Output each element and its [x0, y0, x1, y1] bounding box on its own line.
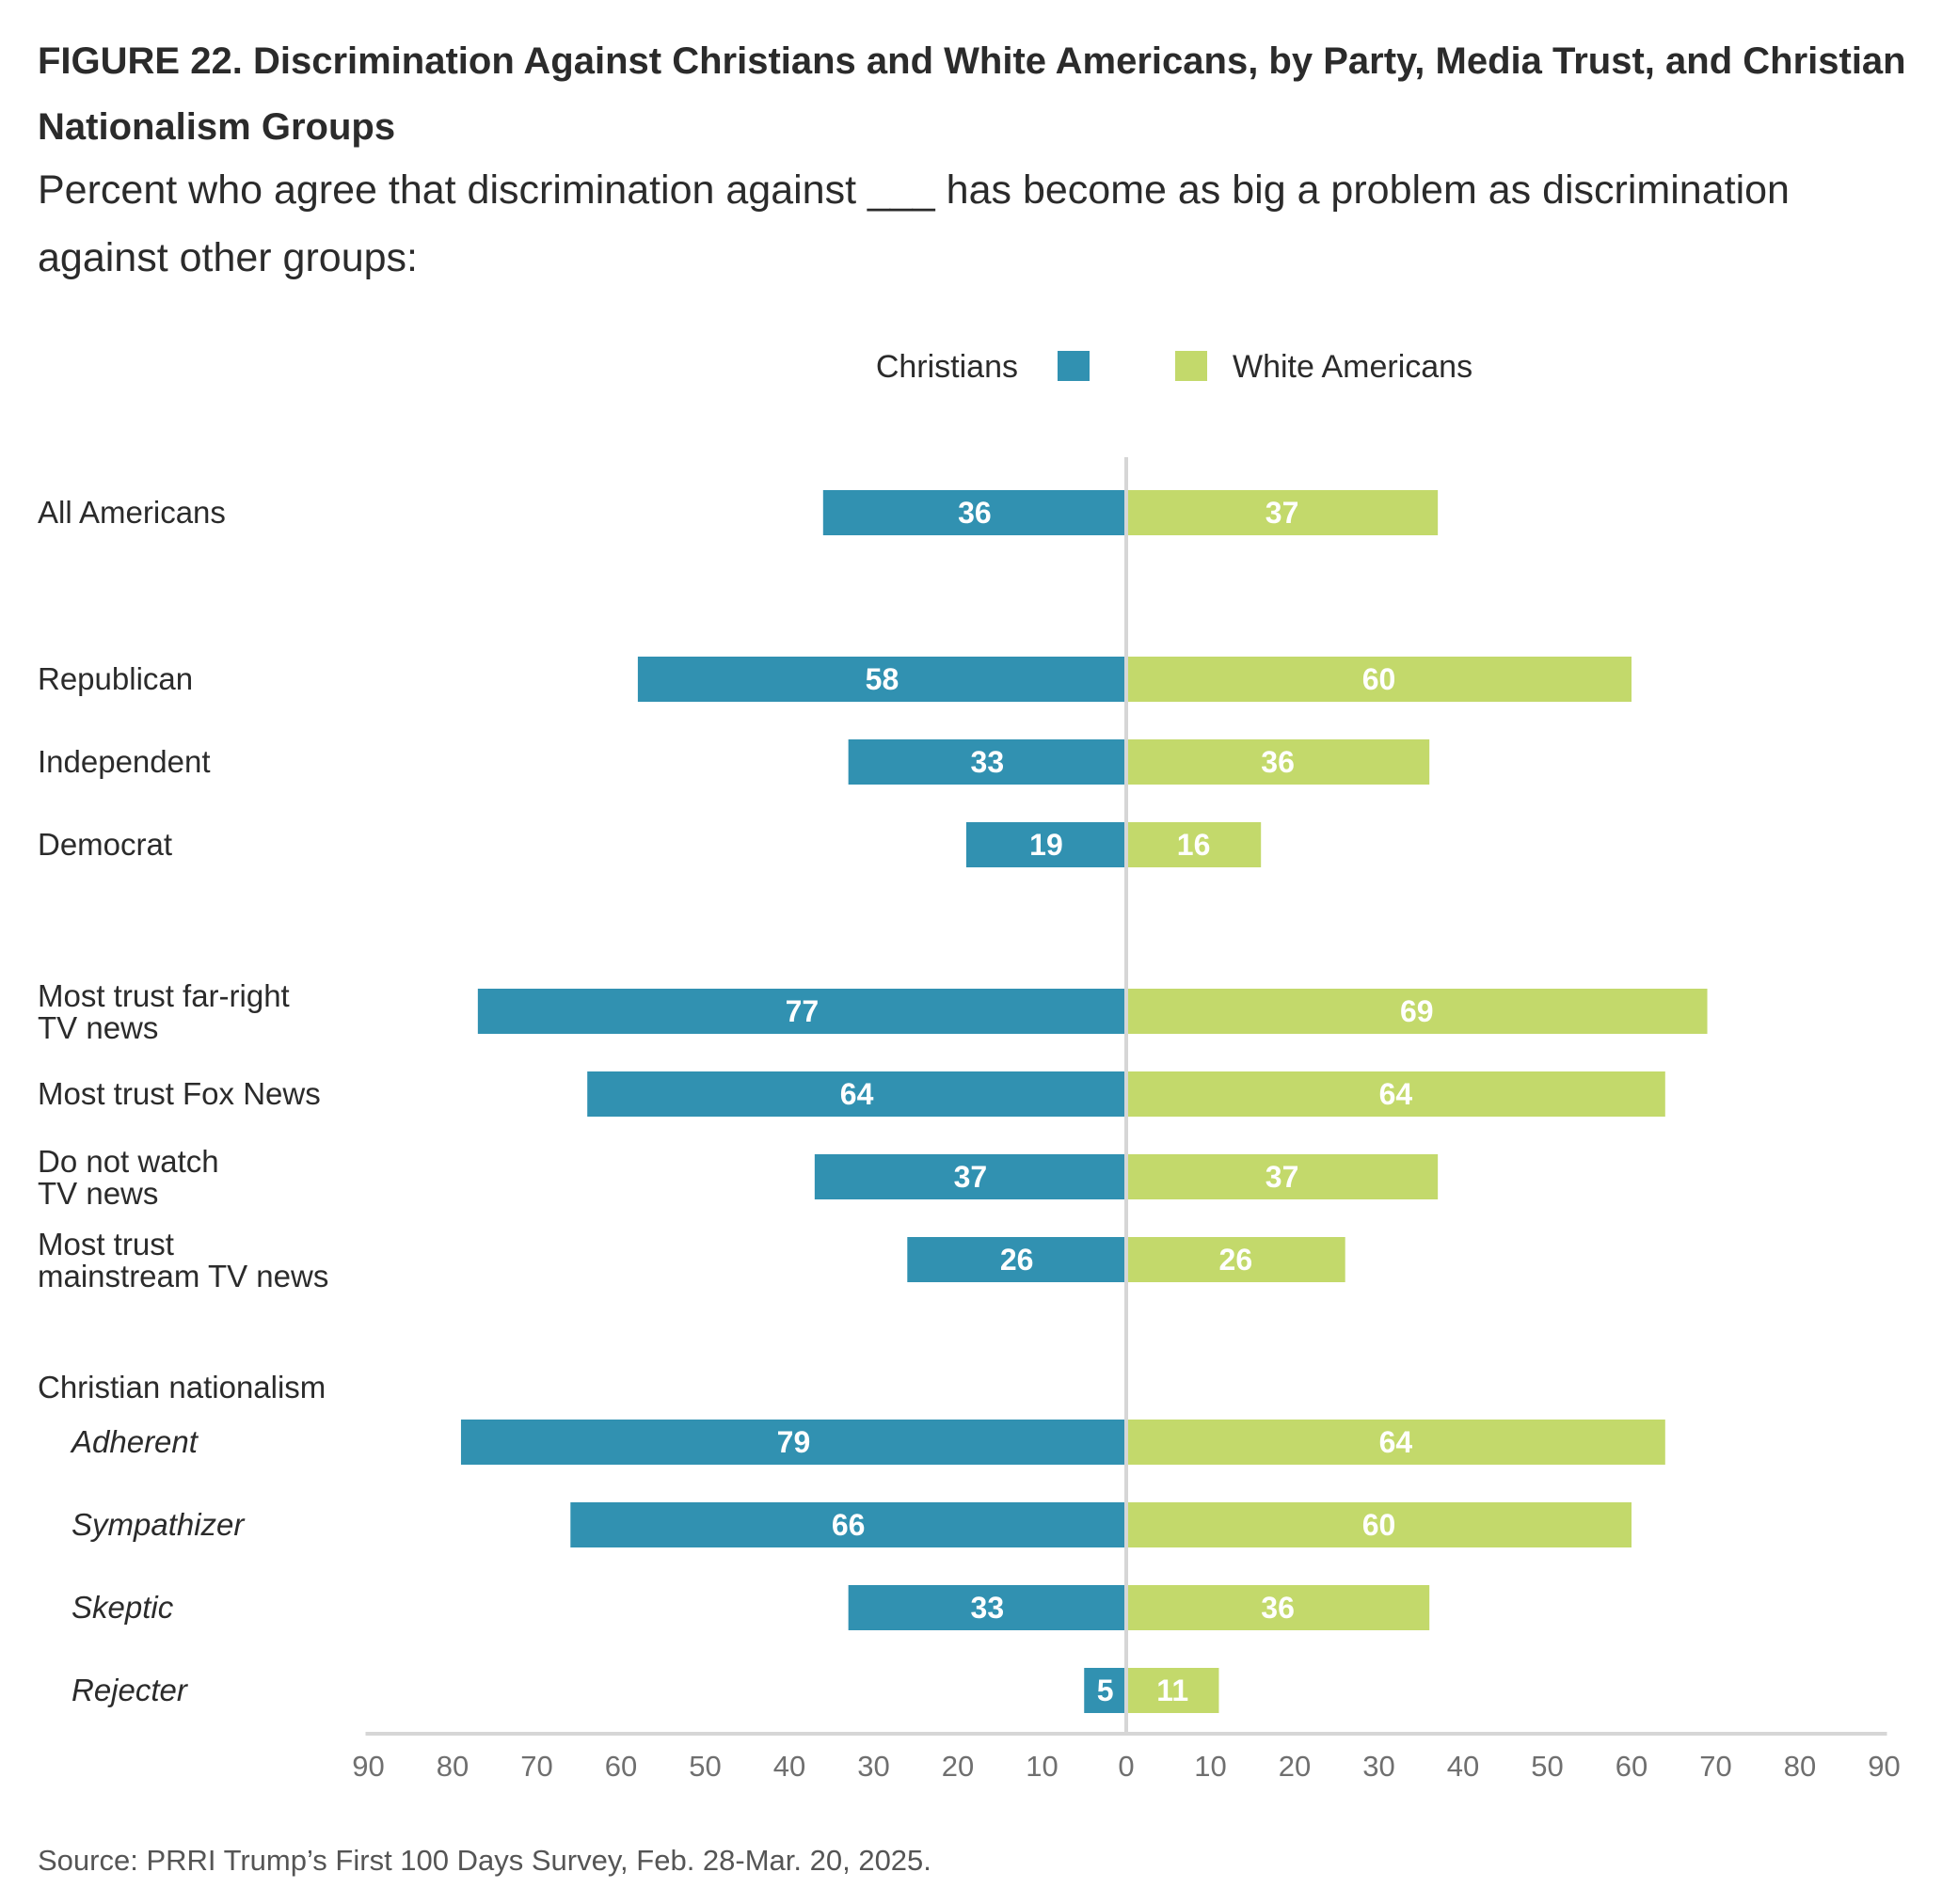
x-tick-label: 40 [773, 1750, 805, 1783]
value-label-white-americans: 16 [1177, 828, 1211, 862]
x-tick-label: 10 [1026, 1750, 1058, 1783]
value-label-white-americans: 64 [1379, 1425, 1413, 1459]
x-tick-label: 50 [689, 1750, 721, 1783]
value-label-christians: 37 [954, 1160, 988, 1194]
bar-white-americans [1126, 1154, 1439, 1199]
category-label: Most trust Fox News [38, 1076, 321, 1111]
value-label-white-americans: 60 [1362, 1508, 1396, 1542]
x-tick-label: 30 [1362, 1750, 1394, 1783]
bar-white-americans [1126, 739, 1430, 785]
bar-christians [814, 1154, 1126, 1199]
x-tick-label: 20 [1279, 1750, 1311, 1783]
category-label-line1: Most trust [38, 1227, 174, 1261]
legend-swatch-christians [1058, 351, 1090, 381]
value-label-white-americans: 37 [1265, 496, 1299, 530]
category-label: All Americans [38, 495, 226, 530]
category-label: Democrat [38, 827, 172, 862]
x-tick-label: 10 [1194, 1750, 1226, 1783]
value-label-white-americans: 11 [1156, 1674, 1188, 1707]
category-label-line1: Do not watch [38, 1144, 219, 1179]
bar-christians [848, 1585, 1126, 1630]
legend: Christians White Americans [876, 349, 1472, 385]
value-label-white-americans: 69 [1400, 994, 1434, 1028]
value-label-white-americans: 64 [1379, 1077, 1413, 1111]
bar-white-americans [1126, 1585, 1430, 1630]
bar-christians [587, 1071, 1126, 1117]
group-header-christian-nationalism: Christian nationalism [38, 1370, 326, 1404]
bar-christians [848, 739, 1126, 785]
category-label: Rejecter [72, 1673, 189, 1707]
x-tick-label: 60 [605, 1750, 637, 1783]
value-label-christians: 26 [1000, 1243, 1034, 1277]
value-label-christians: 79 [777, 1425, 811, 1459]
category-label: Adherent [70, 1424, 199, 1459]
value-label-christians: 64 [840, 1077, 874, 1111]
bar-white-americans [1126, 989, 1708, 1034]
bar-white-americans [1126, 1420, 1665, 1465]
value-label-christians: 19 [1029, 828, 1063, 862]
bar-white-americans [1126, 1237, 1345, 1282]
value-label-white-americans: 36 [1261, 1591, 1295, 1625]
category-label: Republican [38, 661, 193, 696]
bar-christians [1084, 1668, 1126, 1713]
category-label-line1: Most trust far-right [38, 978, 290, 1013]
category-label-line2: TV news [38, 1176, 158, 1211]
x-tick-label: 20 [942, 1750, 974, 1783]
chart-title: FIGURE 22. Discrimination Against Christ… [38, 40, 1906, 148]
bar-christians [570, 1502, 1126, 1547]
x-tick-label: 30 [857, 1750, 889, 1783]
x-axis: 90 80 70 60 50 40 30 20 10 0 10 20 30 40 50 60 70 80 90 [352, 457, 1901, 1783]
category-label: Independent [38, 744, 211, 779]
category-label-line2: mainstream TV news [38, 1259, 328, 1293]
bar-christians [822, 490, 1126, 535]
source-note: Source: PRRI Trump’s First 100 Days Surv… [38, 1844, 931, 1877]
chart-rows: Christian nationalism All Americans 36 37 Re… [38, 490, 1708, 1713]
value-label-white-americans: 37 [1265, 1160, 1299, 1194]
x-tick-label: 90 [352, 1750, 384, 1783]
x-tick-label: 80 [1784, 1750, 1816, 1783]
value-label-christians: 36 [958, 496, 992, 530]
x-tick-label: 80 [437, 1750, 469, 1783]
x-tick-label: 60 [1616, 1750, 1648, 1783]
category-label: Skeptic [72, 1590, 174, 1625]
value-label-christians: 58 [866, 662, 899, 696]
x-tick-label: 40 [1447, 1750, 1479, 1783]
value-label-christians: 5 [1097, 1674, 1114, 1707]
x-tick-label: 0 [1118, 1750, 1134, 1783]
legend-label-white-americans: White Americans [1233, 349, 1472, 385]
bar-white-americans [1126, 822, 1262, 867]
bar-christians [460, 1420, 1126, 1465]
bar-christians [965, 822, 1126, 867]
x-tick-label: 70 [1699, 1750, 1731, 1783]
bar-christians [637, 657, 1126, 702]
bar-white-americans [1126, 1502, 1632, 1547]
value-label-white-americans: 60 [1362, 662, 1396, 696]
x-tick-label: 50 [1531, 1750, 1563, 1783]
bar-white-americans [1126, 1668, 1219, 1713]
bar-christians [907, 1237, 1126, 1282]
x-tick-label: 90 [1868, 1750, 1900, 1783]
value-label-white-americans: 26 [1219, 1243, 1253, 1277]
value-label-white-americans: 36 [1261, 745, 1295, 779]
chart-subtitle: Percent who agree that discrimination ag… [38, 167, 1790, 280]
bar-white-americans [1126, 657, 1632, 702]
legend-swatch-white-americans [1175, 351, 1207, 381]
bar-christians [477, 989, 1127, 1034]
category-label-line2: TV news [38, 1010, 158, 1045]
value-label-christians: 33 [971, 1591, 1005, 1625]
value-label-christians: 33 [971, 745, 1005, 779]
x-tick-label: 70 [520, 1750, 552, 1783]
bar-white-americans [1126, 490, 1439, 535]
value-label-christians: 77 [786, 994, 820, 1028]
legend-label-christians: Christians [876, 349, 1018, 385]
bar-white-americans [1126, 1071, 1665, 1117]
category-label: Sympathizer [72, 1507, 246, 1542]
value-label-christians: 66 [832, 1508, 866, 1542]
